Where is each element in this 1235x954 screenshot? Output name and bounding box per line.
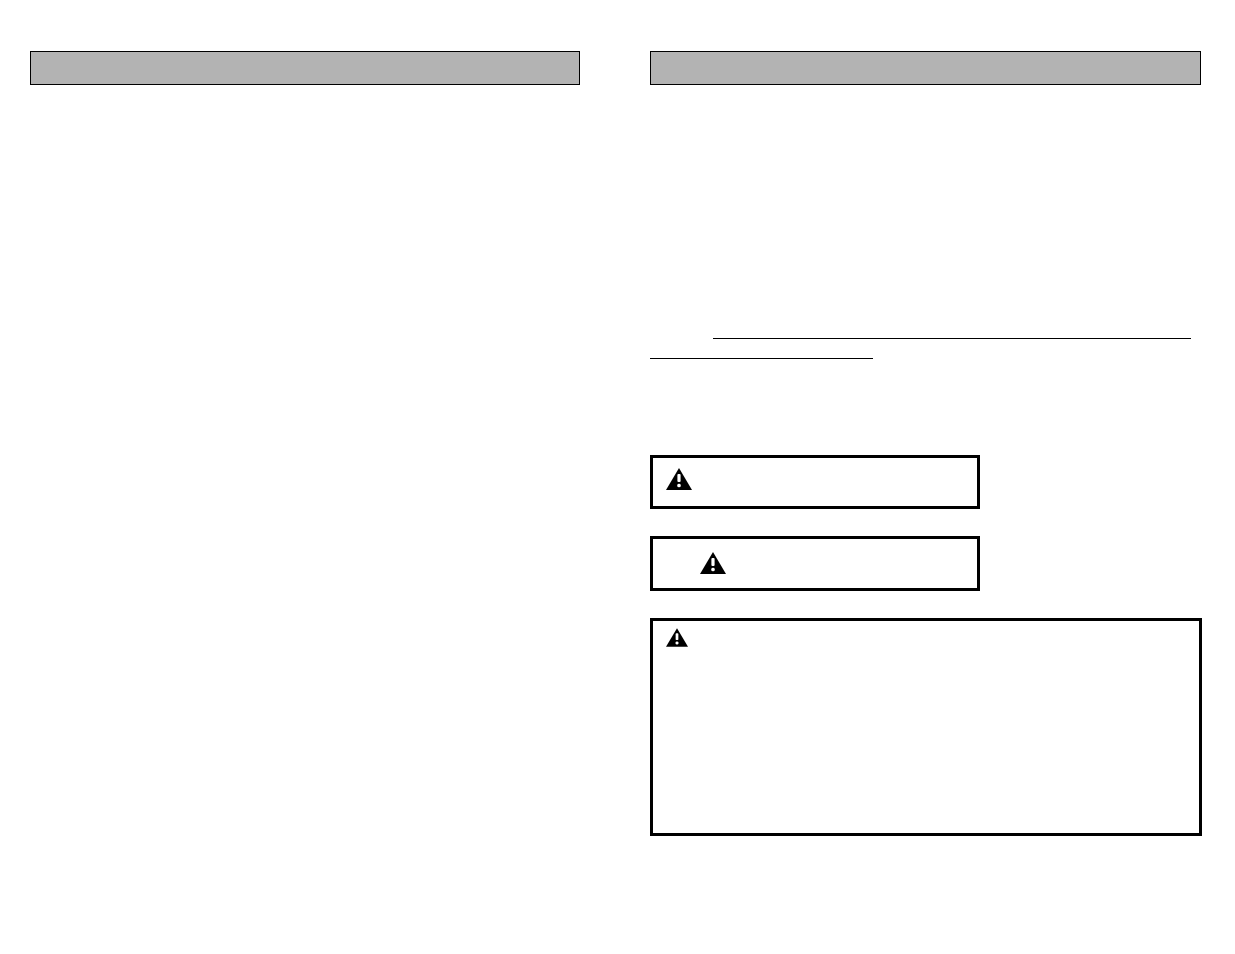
section-header-left (30, 51, 580, 85)
document-page (0, 0, 1235, 954)
alert-triangle-icon (700, 552, 726, 574)
section-header-right (650, 51, 1201, 85)
warning-box-large (650, 618, 1202, 836)
horizontal-rule (713, 338, 1191, 339)
horizontal-rule (650, 358, 873, 359)
alert-triangle-icon (666, 628, 688, 647)
warning-box-1 (650, 455, 980, 509)
alert-triangle-icon (666, 468, 692, 490)
